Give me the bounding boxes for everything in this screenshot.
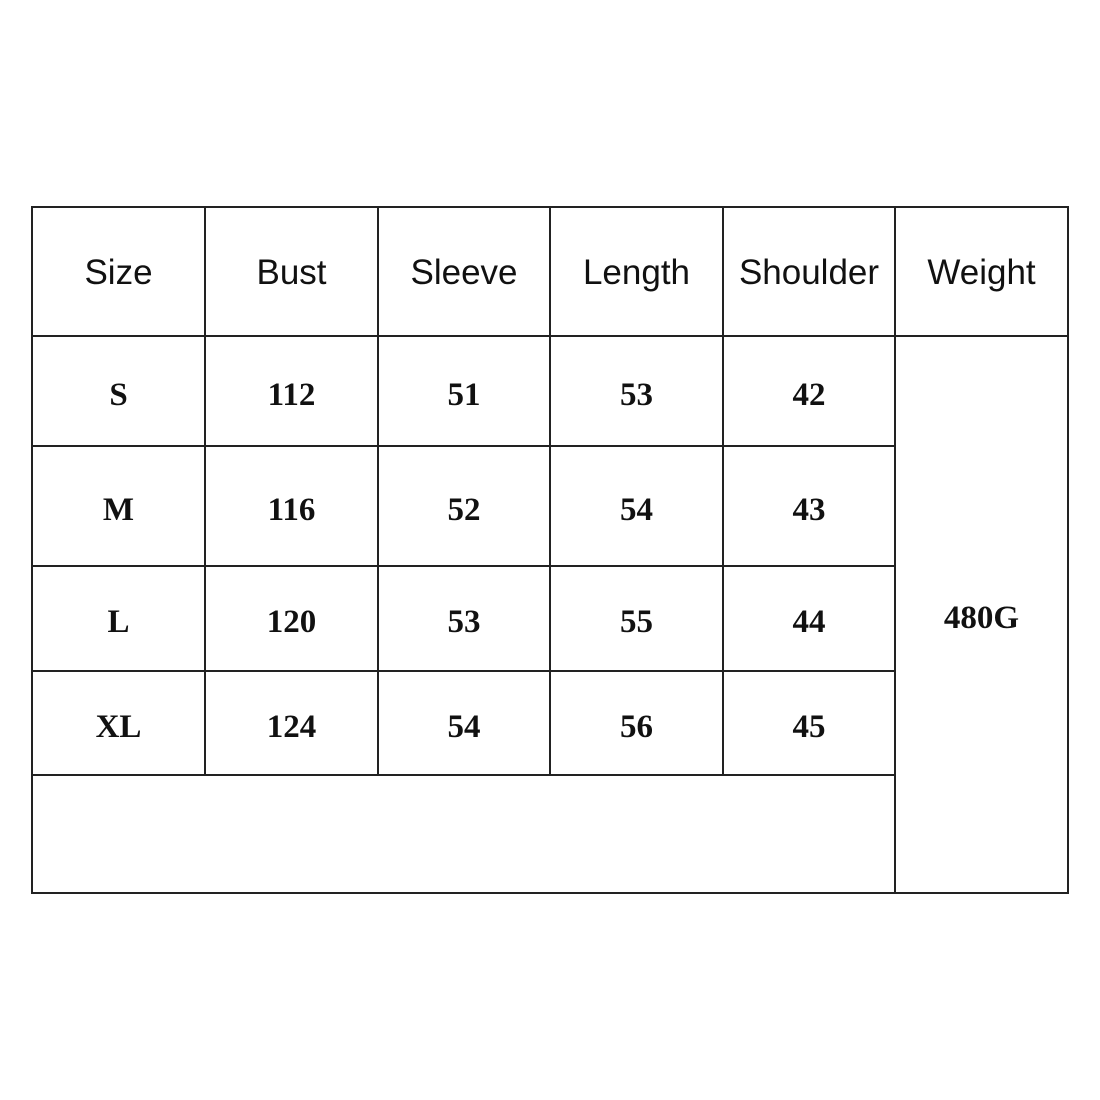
cell-length: 56 <box>551 672 722 774</box>
header-size: Size <box>33 208 204 335</box>
header-bust: Bust <box>206 208 377 335</box>
cell-size: XL <box>33 672 204 774</box>
cell-shoulder: 45 <box>724 672 894 774</box>
cell-length: 55 <box>551 567 722 670</box>
cell-weight: 480G <box>896 337 1067 892</box>
cell-length: 53 <box>551 337 722 445</box>
cell-bust: 112 <box>206 337 377 445</box>
cell-shoulder: 44 <box>724 567 894 670</box>
header-weight: Weight <box>896 208 1067 335</box>
size-chart-table: Size Bust Sleeve Length Shoulder Weight … <box>31 206 1069 894</box>
cell-size: S <box>33 337 204 445</box>
cell-size: M <box>33 447 204 565</box>
cell-size: L <box>33 567 204 670</box>
header-shoulder: Shoulder <box>724 208 894 335</box>
cell-shoulder: 43 <box>724 447 894 565</box>
cell-sleeve: 53 <box>379 567 549 670</box>
cell-bust: 120 <box>206 567 377 670</box>
cell-sleeve: 52 <box>379 447 549 565</box>
cell-sleeve: 51 <box>379 337 549 445</box>
cell-length: 54 <box>551 447 722 565</box>
cell-sleeve: 54 <box>379 672 549 774</box>
cell-bust: 124 <box>206 672 377 774</box>
cell-bust: 116 <box>206 447 377 565</box>
empty-merged-cell <box>33 776 894 892</box>
cell-shoulder: 42 <box>724 337 894 445</box>
header-length: Length <box>551 208 722 335</box>
header-sleeve: Sleeve <box>379 208 549 335</box>
